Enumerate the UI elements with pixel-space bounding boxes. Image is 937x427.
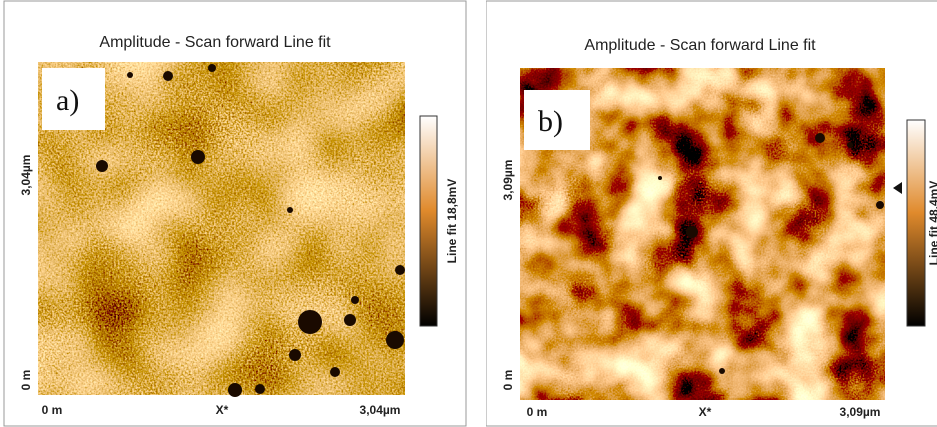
colorbar-label: Line fit 48,4mV	[927, 181, 937, 266]
y-bottom-label: 0 m	[19, 370, 33, 391]
y-top-label: 3,04µm	[19, 155, 33, 196]
panel-label: b)	[538, 105, 563, 138]
marker	[893, 182, 902, 194]
panel-label: a)	[56, 84, 79, 117]
colorbar	[419, 115, 438, 327]
panel-b: Amplitude - Scan forward Line fit b) 3,0…	[486, 0, 937, 427]
x-left-label: 0 m	[527, 405, 548, 419]
label-box	[524, 90, 590, 150]
x-right-label: 3,09µm	[840, 405, 881, 419]
panel-title: Amplitude - Scan forward Line fit	[584, 37, 816, 54]
panel-title: Amplitude - Scan forward Line fit	[99, 34, 331, 51]
y-bottom-label: 0 m	[501, 370, 515, 391]
dark-spots	[96, 64, 405, 397]
x-left-label: 0 m	[42, 403, 63, 417]
x-right-label: 3,04µm	[360, 403, 401, 417]
x-mid-label: X*	[216, 403, 229, 417]
y-top-label: 3,09µm	[501, 160, 515, 201]
colorbar-label: Line fit 18,8mV	[445, 179, 459, 264]
colorbar	[906, 119, 926, 327]
dark-spots	[658, 133, 884, 374]
x-mid-label: X*	[699, 405, 712, 419]
panel-a: Amplitude - Scan forward Line fit a) 3,0…	[3, 0, 467, 427]
label-box	[42, 68, 105, 130]
